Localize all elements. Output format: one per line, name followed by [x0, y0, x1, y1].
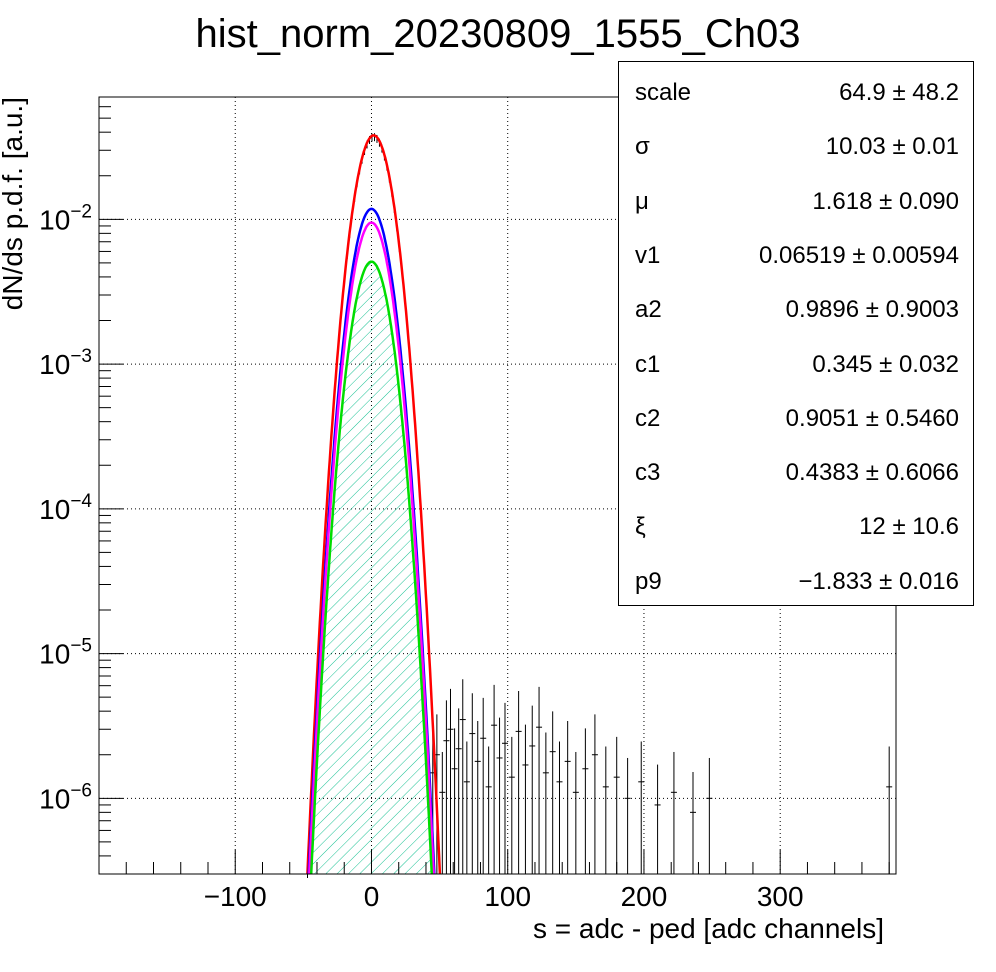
stat-name: μ — [635, 187, 649, 215]
stat-value: 0.4383 ± 0.6066 — [785, 459, 959, 487]
y-axis-label: dN/ds p.d.f. [a.u.] — [0, 97, 28, 310]
stat-value: 0.345 ± 0.032 — [812, 350, 959, 378]
stat-value: 64.9 ± 48.2 — [839, 79, 959, 106]
stat-name: c2 — [635, 404, 661, 432]
stat-name: p9 — [635, 567, 662, 595]
stat-value: 0.06519 ± 0.00594 — [758, 241, 959, 269]
stat-value: 12 ± 10.6 — [859, 513, 959, 541]
stat-row: a2 0.9896 ± 0.9003 — [619, 282, 975, 336]
stat-name: σ — [635, 133, 650, 161]
stat-row: σ 10.03 ± 0.01 — [619, 119, 975, 173]
y-tick-label: 10−2 — [39, 201, 92, 235]
y-tick-label: 10−4 — [39, 491, 92, 525]
stat-name: scale — [635, 79, 692, 106]
stat-row: c1 0.345 ± 0.032 — [619, 337, 975, 391]
stat-value: 1.618 ± 0.090 — [812, 187, 959, 215]
y-tick-label: 10−5 — [39, 636, 92, 670]
x-tick-label: 300 — [757, 881, 804, 912]
component-curve — [308, 221, 435, 875]
stat-row: ξ 12 ± 10.6 — [619, 499, 975, 553]
x-tick-label: −100 — [204, 881, 267, 912]
stat-row: p9 −1.833 ± 0.016 — [619, 554, 975, 608]
stat-value: 0.9896 ± 0.9003 — [785, 296, 959, 324]
stat-row: μ 1.618 ± 0.090 — [619, 174, 975, 228]
chart-title: hist_norm_20230809_1555_Ch03 — [195, 12, 801, 56]
stat-row: c3 0.4383 ± 0.6066 — [619, 445, 975, 499]
stat-name: ξ — [635, 513, 646, 541]
stat-name: c3 — [635, 459, 661, 487]
stat-value: 0.9051 ± 0.5460 — [785, 404, 959, 432]
stat-row: v1 0.06519 ± 0.00594 — [619, 228, 975, 282]
stat-name: a2 — [635, 296, 662, 324]
stat-row: scale 64.9 ± 48.2 — [619, 65, 975, 119]
stat-name: v1 — [635, 241, 661, 269]
stat-row: c2 0.9051 ± 0.5460 — [619, 391, 975, 445]
y-tick-label: 10−3 — [39, 346, 92, 380]
x-tick-label: 0 — [364, 881, 380, 912]
stat-value: −1.833 ± 0.016 — [798, 567, 959, 595]
tail-data-points — [429, 679, 893, 874]
x-tick-label: 100 — [484, 881, 531, 912]
fit-statistics-box: scale 64.9 ± 48.2 σ 10.03 ± 0.01 μ 1.618 ± 0.… — [618, 61, 974, 606]
stat-value: 10.03 ± 0.01 — [825, 133, 959, 161]
component-curve — [309, 260, 434, 875]
y-tick-label: 10−6 — [39, 780, 92, 814]
fit-curves — [306, 133, 442, 878]
x-axis-label: s = adc - ped [adc channels] — [533, 913, 884, 944]
total-fit-curve — [306, 134, 442, 875]
x-tick-label: 200 — [621, 881, 668, 912]
axis-ticks: −100 0 100 200 300 10−6 10−5 10−4 10−3 10−2 — [39, 96, 890, 912]
stat-name: c1 — [635, 350, 661, 378]
